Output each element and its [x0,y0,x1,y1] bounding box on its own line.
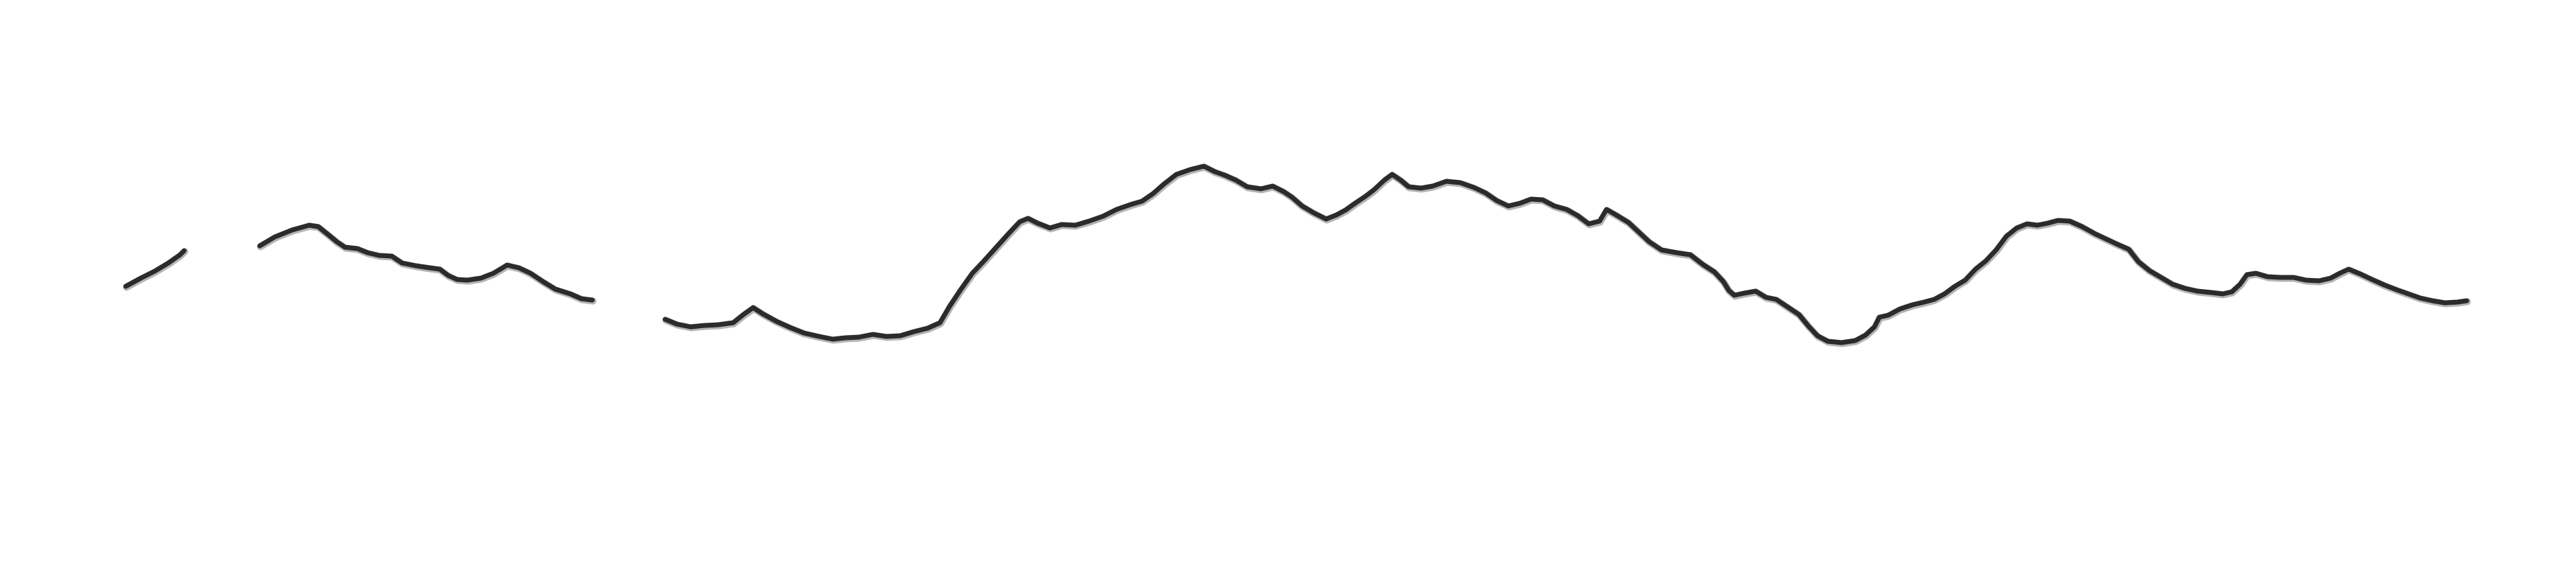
stroke-segment-3-texture [662,163,2471,347]
stroke-segment-2 [257,222,595,303]
stroke-segment-1 [123,248,187,289]
stroke-group [123,163,2471,347]
stroke-segment-3 [662,163,2469,345]
stroke-segment-1-texture [123,248,188,291]
stroke-segment-2-texture [257,222,596,305]
